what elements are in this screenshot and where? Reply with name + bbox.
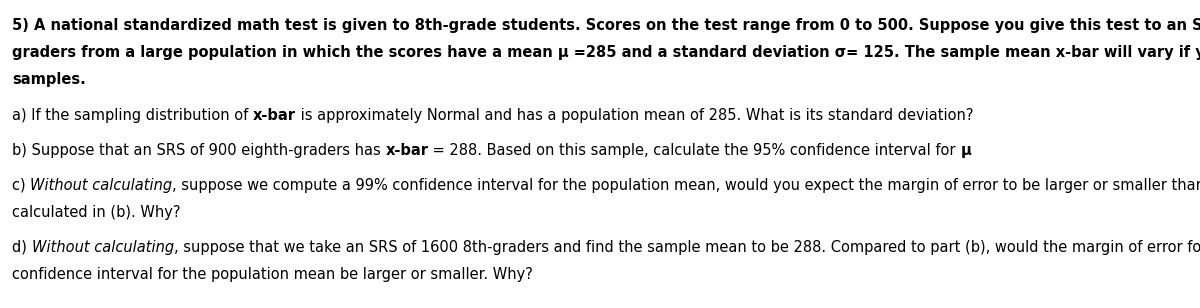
Text: x-bar: x-bar (385, 143, 428, 158)
Text: , suppose that we take an SRS of 1600 8th-graders and find the sample mean to be: , suppose that we take an SRS of 1600 8t… (174, 240, 1200, 255)
Text: , suppose we compute a 99% confidence interval for the population mean, would yo: , suppose we compute a 99% confidence in… (173, 178, 1200, 193)
Text: 5): 5) (12, 18, 34, 33)
Text: x-bar: x-bar (253, 108, 296, 123)
Text: calculated in (b). Why?: calculated in (b). Why? (12, 205, 180, 220)
Text: Without calculating: Without calculating (31, 240, 174, 255)
Text: is approximately Normal and has a population mean of 285. What is its standard d: is approximately Normal and has a popula… (296, 108, 973, 123)
Text: b) Suppose that an SRS of 900 eighth-graders has: b) Suppose that an SRS of 900 eighth-gra… (12, 143, 385, 158)
Text: confidence interval for the population mean be larger or smaller. Why?: confidence interval for the population m… (12, 267, 533, 282)
Text: graders from a large population in which the scores have a mean μ =285 and a sta: graders from a large population in which… (12, 45, 1200, 60)
Text: A national standardized math test is given to 8th-grade students. Scores on the : A national standardized math test is giv… (34, 18, 1200, 33)
Text: a) If the sampling distribution of: a) If the sampling distribution of (12, 108, 253, 123)
Text: Without calculating: Without calculating (30, 178, 173, 193)
Text: = 288. Based on this sample, calculate the 95% confidence interval for: = 288. Based on this sample, calculate t… (428, 143, 960, 158)
Text: d): d) (12, 240, 31, 255)
Text: samples.: samples. (12, 72, 85, 87)
Text: c): c) (12, 178, 30, 193)
Text: μ: μ (960, 143, 971, 158)
